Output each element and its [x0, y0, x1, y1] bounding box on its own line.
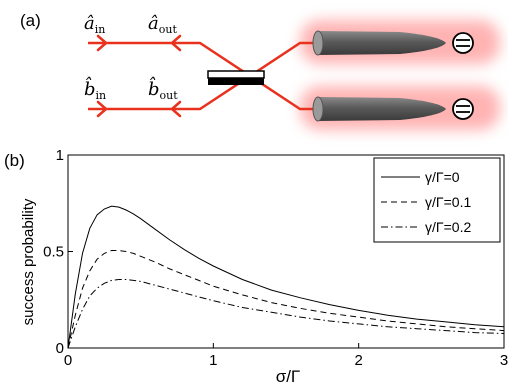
- panel-b-label: (b): [4, 151, 25, 170]
- series-line-3: [67, 279, 505, 349]
- x-tick-label: 2: [354, 352, 362, 369]
- legend-label: γ/Γ=0.1: [425, 194, 471, 210]
- x-axis-label: σ/Γ: [276, 367, 301, 385]
- b-in-arrow-icon: [96, 100, 108, 118]
- legend-items: γ/Γ=0 γ/Γ=0.1 γ/Γ=0.2: [381, 169, 471, 235]
- emitter-top-icon: [452, 32, 474, 54]
- a-in-arrow-icon: [96, 34, 108, 52]
- legend-label: γ/Γ=0: [425, 169, 460, 185]
- beam-arrows: [96, 34, 182, 118]
- a-in-label: âin: [84, 13, 105, 36]
- y-tick-label: 0: [56, 340, 64, 357]
- y-tick-label: 0.5: [43, 244, 64, 261]
- x-tick-label: 1: [209, 352, 217, 369]
- series-line-1: [67, 205, 505, 349]
- beam-splitter: [207, 70, 265, 85]
- b-out-arrow-icon: [170, 100, 182, 118]
- series-line-2: [67, 250, 505, 349]
- series-layer: [67, 205, 505, 349]
- panel-a-label: (a): [20, 11, 41, 30]
- legend: γ/Γ=0 γ/Γ=0.1 γ/Γ=0.2: [373, 157, 501, 243]
- b-out-label: b̂out: [148, 75, 178, 102]
- x-tick-label: 0: [64, 352, 72, 369]
- legend-label: γ/Γ=0.2: [425, 219, 471, 235]
- emitter-bottom-icon: [452, 98, 474, 120]
- beam-paths: [88, 41, 318, 111]
- x-tick-label: 3: [500, 352, 508, 369]
- panel-a-diagram: (a) âin âout b̂in b̂out: [20, 11, 500, 130]
- panel-b-chart: (b) 0 1 2 3 0 0.5 1 σ/Γ success probability γ/…: [4, 147, 508, 385]
- fiber-bottom: [312, 96, 446, 122]
- a-out-label: âout: [148, 13, 177, 36]
- legend-box: [373, 157, 501, 243]
- a-out-arrow-icon: [170, 34, 182, 52]
- port-labels: âin âout b̂in b̂out: [84, 13, 178, 102]
- y-tick-label: 1: [56, 147, 64, 164]
- b-in-label: b̂in: [84, 75, 106, 102]
- fiber-top: [312, 30, 446, 56]
- y-axis-label: success probability: [20, 198, 37, 325]
- axis-ticks: 0 1 2 3 0 0.5 1: [43, 147, 508, 369]
